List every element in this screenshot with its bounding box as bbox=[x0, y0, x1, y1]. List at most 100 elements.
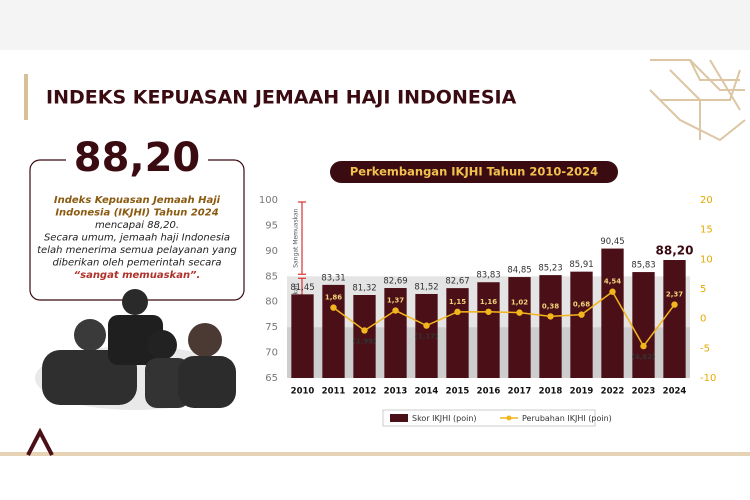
line-value-label: 1,86 bbox=[325, 294, 342, 302]
line-value-label: (4,62) bbox=[632, 353, 656, 361]
bar bbox=[663, 260, 686, 378]
chart-title-pill bbox=[330, 161, 618, 183]
x-tick-label: 2018 bbox=[539, 387, 563, 397]
y2-tick-label: 10 bbox=[700, 254, 713, 265]
bar bbox=[291, 294, 314, 378]
summary-line: Indeks Kepuasan Jemaah Haji bbox=[54, 195, 221, 206]
bar bbox=[322, 284, 345, 378]
x-tick-label: 2011 bbox=[322, 387, 346, 397]
bar-value-label: 85,23 bbox=[538, 264, 562, 274]
summary-text: Indeks Kepuasan Jemaah Haji Indonesia (IK… bbox=[37, 195, 237, 281]
x-tick-label: 2012 bbox=[353, 387, 377, 397]
legend-label: Perubahan IKJHI (poin) bbox=[522, 414, 612, 423]
bar-value-label: 83,31 bbox=[321, 273, 345, 283]
x-tick-label: 2013 bbox=[384, 387, 408, 397]
line-value-label: (1,99) bbox=[353, 337, 377, 345]
y-tick-label: 85 bbox=[265, 271, 278, 282]
line-marker bbox=[609, 288, 616, 295]
line-value-label: 0,38 bbox=[542, 302, 559, 310]
page-title: INDEKS KEPUASAN JEMAAH HAJI INDONESIA bbox=[46, 87, 517, 109]
chart: Sangat MemuaskanMemuaskanSesuai657075808… bbox=[259, 195, 716, 427]
x-tick-label: 2015 bbox=[446, 387, 470, 397]
y-tick-label: 75 bbox=[265, 322, 278, 333]
bar bbox=[384, 288, 407, 378]
summary-line: mencapai 88,20. bbox=[95, 220, 179, 231]
y2-tick-label: 20 bbox=[700, 195, 713, 206]
bar-value-label: 85,91 bbox=[569, 260, 593, 270]
x-tick-label: 2022 bbox=[601, 387, 625, 397]
line-value-label: 1,02 bbox=[511, 299, 528, 307]
bar bbox=[601, 248, 624, 378]
bar-value-label: 81,45 bbox=[290, 283, 314, 293]
top-strip bbox=[0, 0, 750, 50]
bar-value-label: 88,20 bbox=[656, 244, 694, 258]
summary-line: “sangat memuaskan”. bbox=[74, 270, 201, 281]
x-tick-label: 2023 bbox=[632, 387, 656, 397]
bar bbox=[632, 272, 655, 378]
line-marker bbox=[578, 311, 585, 318]
bar-value-label: 83,83 bbox=[476, 271, 500, 281]
bar-value-label: 81,32 bbox=[352, 284, 376, 294]
summary-line: diberikan oleh pemerintah secara bbox=[53, 258, 222, 269]
y2-tick-label: 5 bbox=[700, 284, 706, 295]
bar bbox=[415, 293, 438, 378]
line bbox=[333, 290, 676, 348]
chart-title: Perkembangan IKJHI Tahun 2010-2024 bbox=[350, 165, 598, 179]
legend-swatch-marker bbox=[506, 415, 512, 421]
y-tick-label: 100 bbox=[259, 195, 278, 206]
summary-score: 88,20 bbox=[74, 135, 201, 181]
line-marker bbox=[423, 322, 430, 329]
score-backing bbox=[66, 140, 208, 180]
line-marker bbox=[485, 308, 492, 315]
bar-value-label: 90,45 bbox=[600, 237, 624, 247]
x-tick-label: 2019 bbox=[570, 387, 594, 397]
y-tick-label: 65 bbox=[265, 373, 278, 384]
header-accent bbox=[24, 74, 28, 120]
line-marker bbox=[516, 309, 523, 316]
bar-value-label: 84,85 bbox=[507, 266, 531, 276]
line-value-label: (1,17) bbox=[415, 333, 439, 341]
summary-line: Indonesia (IKJHI) Tahun 2024 bbox=[55, 208, 218, 219]
x-tick-label: 2017 bbox=[508, 387, 532, 397]
y2-tick-label: 0 bbox=[700, 314, 706, 325]
summary-line: Secara umum, jemaah haji Indonesia bbox=[44, 233, 230, 244]
bottom-line bbox=[0, 452, 750, 456]
legend-label: Skor IKJHI (poin) bbox=[412, 414, 477, 423]
bar-value-label: 81,52 bbox=[414, 282, 438, 292]
bar bbox=[353, 295, 376, 378]
bar-value-label: 82,67 bbox=[445, 277, 469, 287]
x-tick-label: 2014 bbox=[415, 387, 439, 397]
bar-value-label: 85,83 bbox=[631, 261, 655, 271]
y2-tick-label: -5 bbox=[700, 343, 710, 354]
line-marker bbox=[330, 304, 337, 311]
bar bbox=[477, 282, 500, 378]
logo-mark bbox=[26, 427, 54, 456]
summary-line: telah menerima semua pelayanan yang bbox=[37, 245, 237, 256]
y2-tick-label: -10 bbox=[700, 373, 716, 384]
range-label: Sangat Memuaskan bbox=[293, 208, 300, 267]
legend-swatch bbox=[390, 414, 408, 422]
bar bbox=[570, 271, 593, 378]
bar-value-label: 82,69 bbox=[383, 277, 407, 287]
line-value-label: 0,68 bbox=[573, 301, 590, 309]
bar bbox=[539, 275, 562, 378]
ornament bbox=[649, 59, 746, 142]
y-tick-label: 90 bbox=[265, 246, 278, 257]
legend-box bbox=[382, 409, 596, 427]
line-value-label: 1,37 bbox=[387, 297, 404, 305]
x-tick-label: 2016 bbox=[477, 387, 501, 397]
y-tick-label: 80 bbox=[265, 297, 278, 308]
y2-tick-label: 15 bbox=[700, 225, 713, 236]
line-value-label: 1,15 bbox=[449, 298, 466, 306]
line-value-label: 1,16 bbox=[480, 298, 497, 306]
range-band bbox=[287, 200, 690, 277]
line-marker bbox=[547, 313, 554, 320]
line-marker bbox=[671, 301, 678, 308]
x-tick-label: 2010 bbox=[291, 387, 315, 397]
y-tick-label: 70 bbox=[265, 348, 278, 359]
line-value-label: 2,37 bbox=[666, 291, 683, 299]
y-tick-label: 95 bbox=[265, 220, 278, 231]
bar bbox=[446, 288, 469, 378]
line-value-label: 4,54 bbox=[604, 278, 621, 286]
